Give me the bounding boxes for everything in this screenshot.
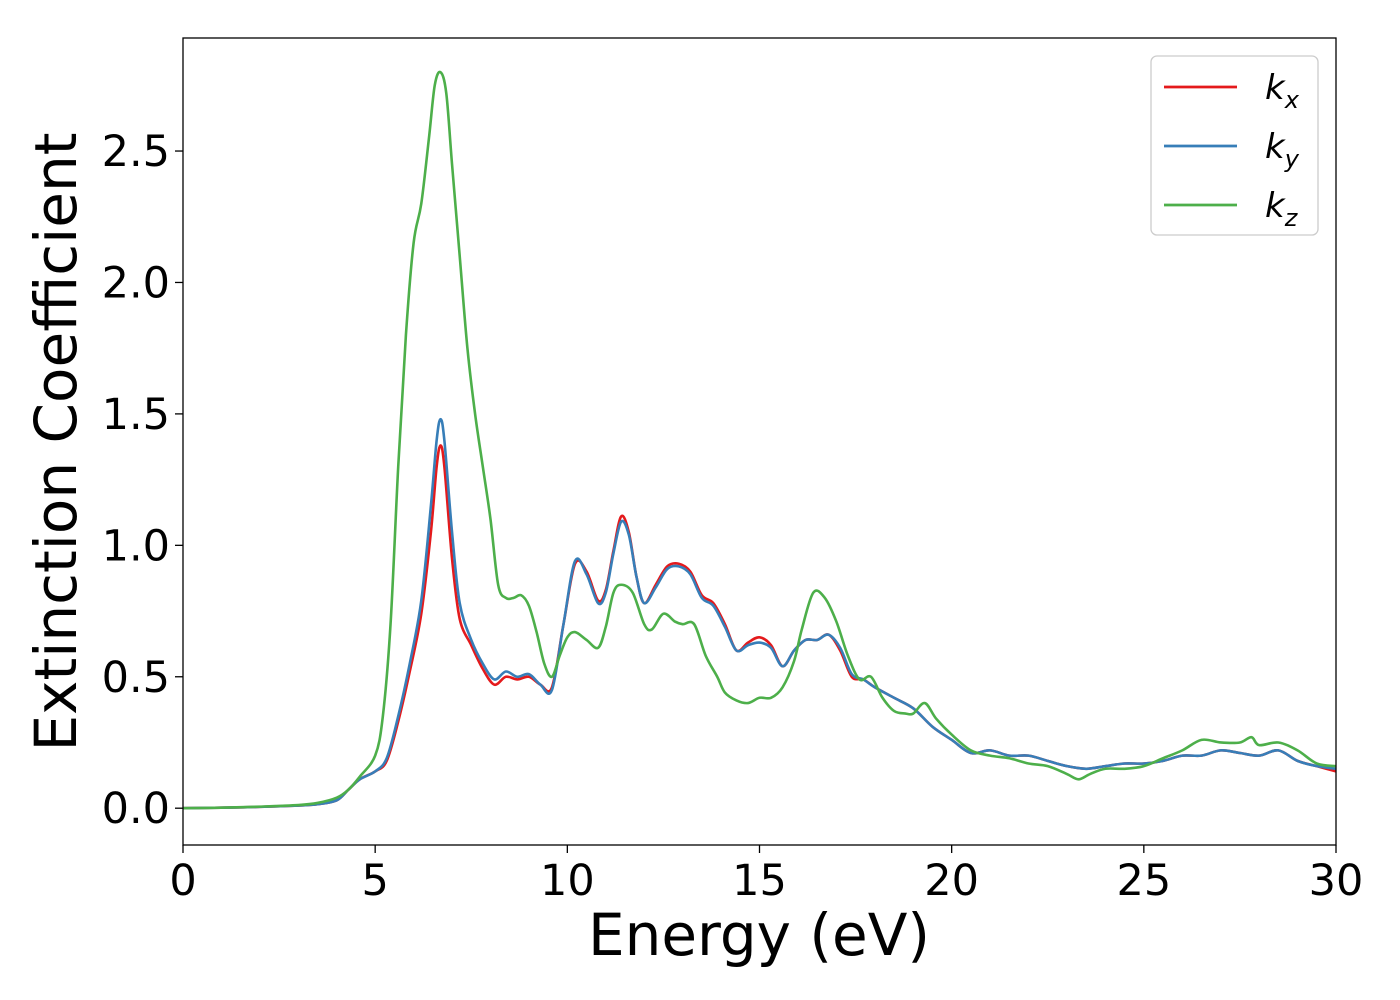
legend: kx ky kz xyxy=(1150,55,1319,236)
y-tick-label: 2.0 xyxy=(102,258,170,308)
x-tick-label: 5 xyxy=(361,856,388,906)
legend-label-z: kz xyxy=(1265,186,1299,232)
x-tick-label: 0 xyxy=(169,856,196,906)
x-tick-label: 30 xyxy=(1309,856,1364,906)
x-tick-label: 10 xyxy=(540,856,595,906)
y-tick-label: 1.0 xyxy=(102,521,170,571)
legend-label-y: ky xyxy=(1265,127,1300,173)
series-line-y xyxy=(183,417,1336,810)
x-axis-title: Energy (eV) xyxy=(588,901,930,969)
y-tick-label: 0.0 xyxy=(102,784,170,834)
y-tick-label: 2.5 xyxy=(102,127,170,177)
y-tick-label: 1.5 xyxy=(102,390,170,440)
series-line-x xyxy=(183,444,1336,810)
x-tick-label: 25 xyxy=(1116,856,1171,906)
x-tick-label: 20 xyxy=(924,856,979,906)
ticks-layer: 0 5 10 15 20 25 30 0.0 0.5 1.0 1.5 2.0 2.5 xyxy=(102,127,1364,906)
series-line-z xyxy=(183,70,1336,810)
legend-label-x: kx xyxy=(1265,68,1300,114)
y-tick-label: 0.5 xyxy=(102,653,170,703)
x-tick-label: 15 xyxy=(732,856,787,906)
y-axis-title: Extinction Coefficient xyxy=(22,133,90,752)
series-layer xyxy=(183,70,1336,810)
